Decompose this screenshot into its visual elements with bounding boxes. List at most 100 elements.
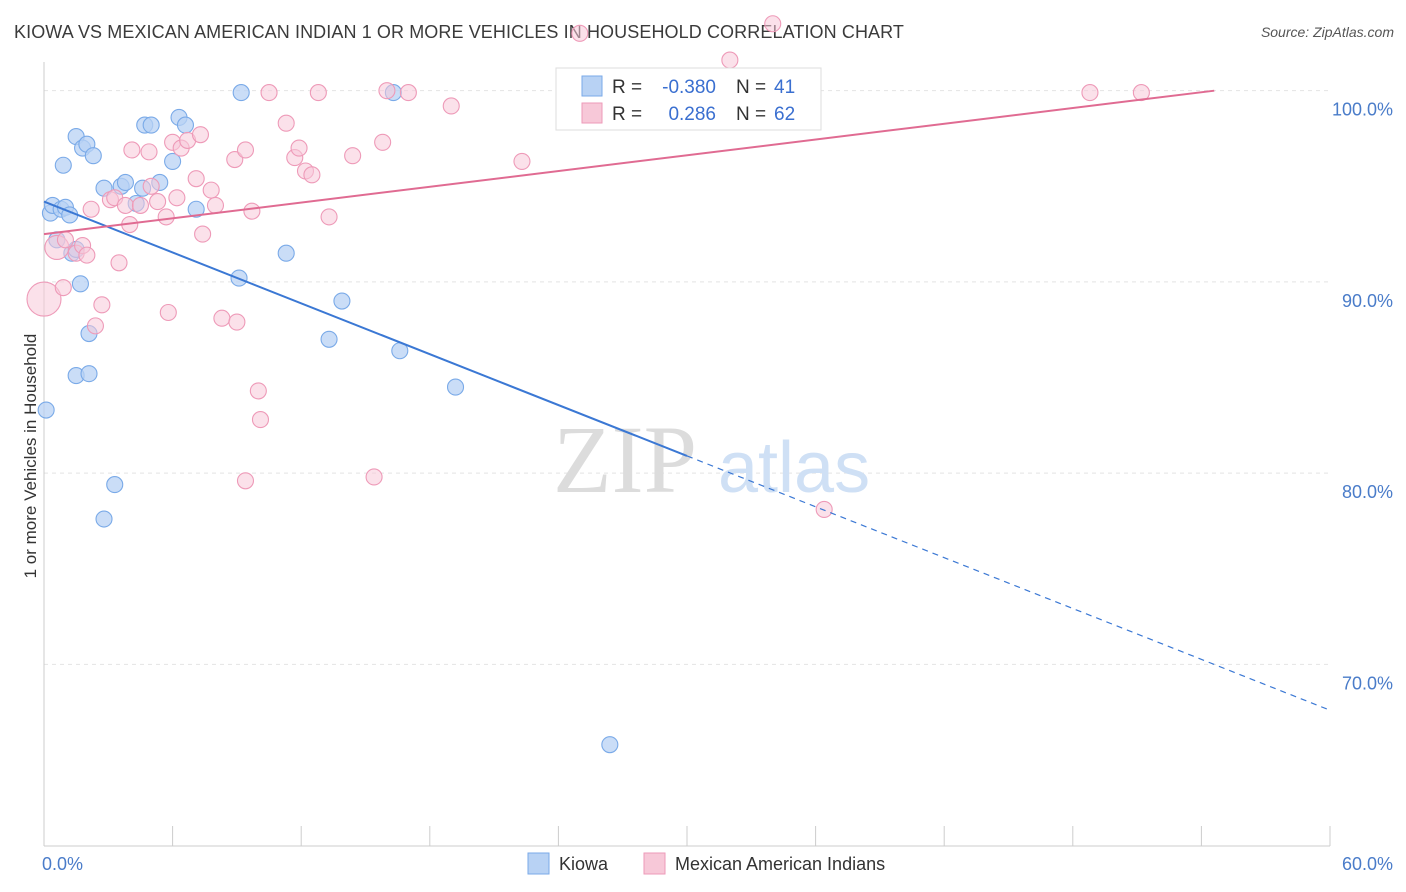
kiowa-point xyxy=(277,244,295,262)
kiowa-point xyxy=(601,736,619,754)
x-tick-label: 0.0% xyxy=(42,854,83,874)
mexican-american-indian-point xyxy=(378,82,396,100)
series-legend: Kiowa Mexican American Indians xyxy=(527,852,885,875)
mexican-american-indian-point xyxy=(1081,84,1099,102)
legend-r-value: 0.286 xyxy=(668,104,716,125)
series-legend-swatch xyxy=(643,852,666,875)
mexican-american-indian-point xyxy=(226,150,244,169)
legend-n-value: 41 xyxy=(774,77,795,98)
kiowa-point xyxy=(84,147,102,165)
legend-n-label: N = xyxy=(736,104,766,125)
trend-lines xyxy=(43,89,1331,711)
x-tick-labels: 0.0% 60.0% xyxy=(42,854,1393,874)
y-tick-label: 90.0% xyxy=(1342,291,1393,311)
y-axis-label: 1 or more Vehicles in Household xyxy=(21,334,40,579)
kiowa-point xyxy=(37,401,55,419)
kiowa-point xyxy=(142,116,160,134)
mexican-american-indian-point xyxy=(236,141,255,159)
x-tick-label: 60.0% xyxy=(1342,854,1393,874)
legend-n-value: 62 xyxy=(774,104,795,125)
mexican-american-indian-point xyxy=(86,317,104,335)
chart-title: KIOWA VS MEXICAN AMERICAN INDIAN 1 OR MO… xyxy=(14,22,905,42)
kiowa-point xyxy=(164,152,182,170)
mexican-american-indian-point xyxy=(149,193,167,211)
kiowa-point xyxy=(71,275,89,293)
mexican-american-indian-point xyxy=(249,382,267,400)
legend-swatch xyxy=(581,102,603,124)
kiowa-point xyxy=(95,510,113,528)
mexican-american-indian-point xyxy=(142,177,160,195)
legend-swatch xyxy=(581,75,603,97)
watermark-zip: ZIP xyxy=(553,406,697,513)
mexican-american-indian-point xyxy=(236,472,255,490)
kiowa-point xyxy=(187,200,205,218)
mexican-american-indian-point xyxy=(260,84,278,102)
kiowa-point xyxy=(116,173,134,192)
kiowa-trend-line xyxy=(43,200,688,457)
series-legend-label: Mexican American Indians xyxy=(675,854,885,874)
series-legend-label: Kiowa xyxy=(559,854,609,874)
mexican-american-indian-point xyxy=(157,208,175,226)
mexican-american-indian-point xyxy=(78,246,96,264)
series-legend-swatch xyxy=(527,852,550,875)
mexican-american-indian-point xyxy=(123,141,141,159)
kiowa-point xyxy=(232,84,250,102)
kiowa-point xyxy=(80,365,98,383)
legend-r-label: R = xyxy=(612,104,642,125)
mexican-american-indian-point xyxy=(187,170,205,188)
mexican-american-indian-point xyxy=(194,225,212,243)
legend-n-label: N = xyxy=(736,77,766,98)
mexican-american-indian-point xyxy=(228,313,246,331)
mexican-american-indian-point xyxy=(309,84,327,102)
mexican-american-indian-point xyxy=(26,281,62,317)
kiowa-point xyxy=(320,330,338,348)
mexican-american-indian-point xyxy=(140,143,158,161)
y-tick-label: 100.0% xyxy=(1332,100,1393,120)
source-credit: Source: ZipAtlas.com xyxy=(1260,24,1394,40)
mexican-american-indian-point xyxy=(303,166,321,184)
mexican-american-indian-point xyxy=(168,189,186,207)
mexican-american-indian-point xyxy=(251,411,270,429)
mexican-american-indian-trend-line xyxy=(43,89,1215,236)
mexican-american-indian-point xyxy=(110,254,128,272)
data-points xyxy=(26,15,1150,754)
mexican-american-indian-point xyxy=(290,139,308,157)
mexican-american-indian-point xyxy=(202,181,220,199)
mexican-american-indian-point xyxy=(344,147,362,165)
mexican-american-indian-point xyxy=(243,202,261,220)
stats-legend: R = -0.380 N = 41 R = 0.286 N = 62 xyxy=(555,67,822,131)
kiowa-point xyxy=(106,476,124,494)
y-tick-labels: 100.0% 90.0% 80.0% 70.0% xyxy=(1332,100,1393,694)
y-tick-label: 80.0% xyxy=(1342,482,1393,502)
mexican-american-indian-point xyxy=(399,84,417,102)
mexican-american-indian-point xyxy=(571,24,589,42)
kiowa-trend-extension xyxy=(686,455,1331,711)
mexican-american-indian-point xyxy=(191,126,210,144)
kiowa-point xyxy=(446,378,465,396)
mexican-american-indian-point xyxy=(82,200,100,218)
mexican-american-indian-point xyxy=(56,231,74,249)
legend-r-label: R = xyxy=(612,77,642,98)
watermark-atlas: atlas xyxy=(718,428,870,508)
mexican-american-indian-point xyxy=(277,114,295,132)
kiowa-point xyxy=(333,292,351,310)
legend-r-value: -0.380 xyxy=(662,77,716,98)
mexican-american-indian-point xyxy=(93,296,111,314)
mexican-american-indian-point xyxy=(54,279,72,297)
grid-lines xyxy=(44,90,1330,665)
mexican-american-indian-point xyxy=(365,468,383,486)
mexican-american-indian-point xyxy=(721,51,739,69)
axes xyxy=(43,62,1331,847)
kiowa-point xyxy=(54,156,72,174)
mexican-american-indian-point xyxy=(764,15,782,33)
mexican-american-indian-point xyxy=(442,97,460,115)
kiowa-point xyxy=(176,116,195,134)
mexican-american-indian-point xyxy=(320,208,338,226)
mexican-american-indian-point xyxy=(815,500,833,519)
mexican-american-indian-point xyxy=(116,196,134,214)
mexican-american-indian-point xyxy=(213,309,231,327)
y-tick-label: 70.0% xyxy=(1342,673,1393,693)
watermark: ZIP atlas xyxy=(553,406,870,513)
mexican-american-indian-point xyxy=(513,152,531,170)
